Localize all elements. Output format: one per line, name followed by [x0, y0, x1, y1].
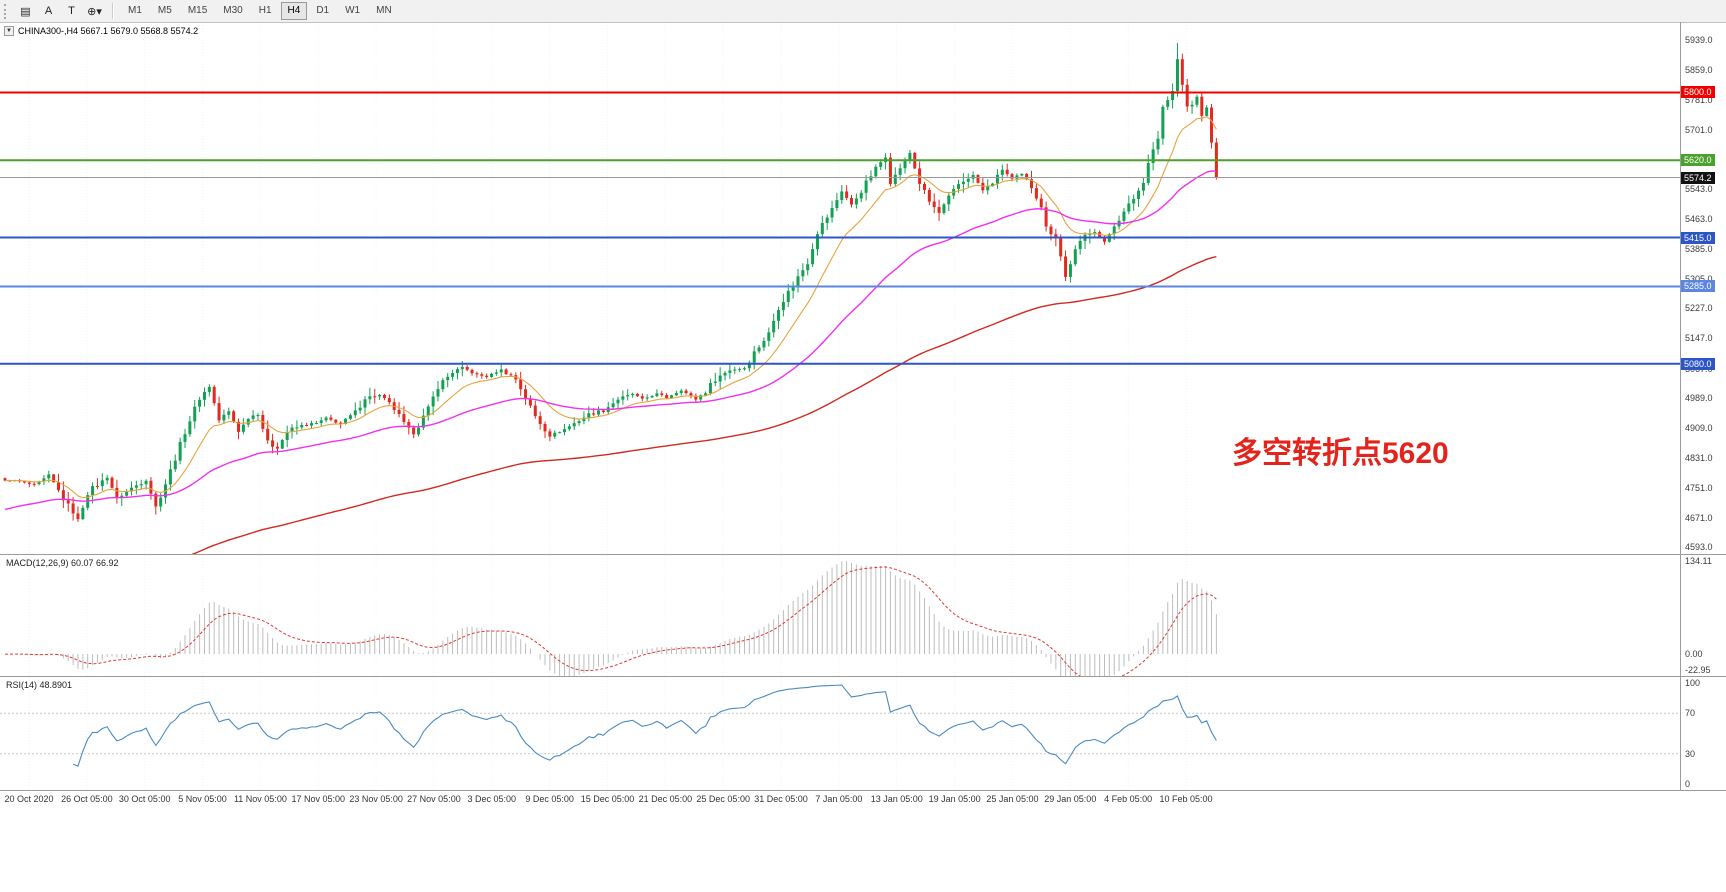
- timeframe-d1-button[interactable]: D1: [316, 5, 330, 16]
- symbol-header: ▼ CHINA300-,H4 5667.1 5679.0 5568.8 5574…: [4, 26, 198, 36]
- time-axis-label: 21 Dec 05:00: [638, 794, 693, 804]
- timeframe-m15-button[interactable]: M15: [187, 5, 208, 16]
- price-badge-5415.0: 5415.0: [1681, 231, 1715, 244]
- timeframe-h1-button[interactable]: H1: [258, 5, 272, 16]
- rsi-line: [72, 684, 1217, 767]
- time-axis-label: 19 Jan 05:00: [928, 794, 981, 804]
- price-axis-label: 5543.0: [1685, 184, 1713, 195]
- price-axis-label: 5781.0: [1685, 94, 1713, 105]
- macd-histogram: [9, 561, 1217, 676]
- price-axis-label: 5385.0: [1685, 243, 1713, 254]
- time-axis-label: 3 Dec 05:00: [467, 794, 517, 804]
- timeframe-buttons: M1 M5 M15 M30 H1 H4 D1 W1 MN: [120, 2, 400, 20]
- vertical-gridlines: [28, 555, 1187, 676]
- price-axis-label: 4831.0: [1685, 452, 1713, 463]
- panel-separator[interactable]: [0, 554, 1726, 555]
- time-axis-label: 7 Jan 05:00: [815, 794, 863, 804]
- timeframe-mn-button[interactable]: MN: [376, 5, 392, 16]
- timeframe-h4-button[interactable]: H4: [280, 2, 308, 20]
- candlesticks: [3, 43, 1218, 522]
- macd-axis-label: 0.00: [1685, 649, 1703, 660]
- toolbar-grip[interactable]: [4, 3, 10, 19]
- price-axis-label: 4989.0: [1685, 393, 1713, 404]
- macd-indicator-panel[interactable]: [0, 555, 1680, 676]
- main-price-chart[interactable]: [0, 22, 1680, 554]
- price-axis-label: 5939.0: [1685, 35, 1713, 46]
- rsi-axis-label: 0: [1685, 779, 1691, 789]
- price-badge-5285.0: 5285.0: [1681, 280, 1715, 293]
- toolbar: ▤ A T ⊕▾ M1 M5 M15 M30 H1 H4 D1 W1 MN: [0, 0, 1726, 23]
- timeframe-m30-button[interactable]: M30: [223, 5, 243, 16]
- time-axis-label: 31 Dec 05:00: [754, 794, 808, 804]
- price-badge-5080.0: 5080.0: [1681, 357, 1715, 370]
- time-axis-label: 10 Feb 05:00: [1159, 794, 1213, 804]
- time-axis-label: 26 Oct 05:00: [61, 794, 113, 804]
- rsi-axis-label: 70: [1685, 708, 1696, 719]
- time-axis-label: 9 Dec 05:00: [525, 794, 574, 804]
- ma-slow-line: [191, 256, 1217, 554]
- price-axis-label: 5859.0: [1685, 65, 1713, 76]
- symbol-dropdown-icon[interactable]: ▼: [4, 26, 14, 36]
- macd-label: MACD(12,26,9) 60.07 66.92: [6, 558, 119, 568]
- price-axis-label: 4593.0: [1685, 542, 1713, 553]
- label-tool-button[interactable]: T: [68, 5, 75, 17]
- timeframe-w1-button[interactable]: W1: [345, 5, 361, 16]
- ma-fast-line: [4, 115, 1217, 499]
- time-axis-label: 27 Nov 05:00: [407, 794, 461, 804]
- price-axis-label: 5463.0: [1685, 214, 1713, 225]
- price-badge-5620.0: 5620.0: [1681, 154, 1715, 167]
- ma-mid-line: [4, 170, 1217, 511]
- macd-axis-label: 134.11: [1685, 556, 1712, 566]
- price-axis-label: 4909.0: [1685, 423, 1713, 434]
- time-axis-label: 15 Dec 05:00: [580, 794, 635, 804]
- time-axis-label: 11 Nov 05:00: [233, 794, 287, 804]
- time-axis-label: 5 Nov 05:00: [178, 794, 227, 804]
- time-axis-label: 20 Oct 2020: [4, 794, 54, 804]
- chart-annotation: 多空转折点5620: [1232, 437, 1449, 470]
- indicators-grid-button[interactable]: ▤: [20, 5, 31, 18]
- macd-signal-line: [4, 566, 1217, 676]
- time-axis-label: 25 Jan 05:00: [986, 794, 1039, 804]
- price-axis-label: 5147.0: [1685, 333, 1713, 344]
- time-axis-label: 29 Jan 05:00: [1044, 794, 1097, 804]
- price-axis-label: 5305.0: [1685, 273, 1713, 284]
- time-axis-label: 23 Nov 05:00: [349, 794, 403, 804]
- panel-separator[interactable]: [0, 676, 1726, 677]
- vertical-gridlines: [28, 22, 1187, 554]
- panel-separator[interactable]: [0, 790, 1726, 791]
- rsi-axis-label: 30: [1685, 748, 1696, 759]
- rsi-indicator-panel[interactable]: [0, 677, 1680, 790]
- text-tool-button[interactable]: A: [44, 5, 53, 17]
- tool-buttons: ▤ A T ⊕▾: [14, 1, 106, 21]
- price-axis-label: 5227.0: [1685, 303, 1713, 314]
- price-badge-5574.2: 5574.2: [1681, 171, 1715, 184]
- rsi-label: RSI(14) 48.8901: [6, 680, 73, 690]
- price-axis-label: 5701.0: [1685, 124, 1713, 135]
- price-axis-separator: [1680, 22, 1681, 790]
- macd-axis-label: -22.95: [1685, 665, 1711, 675]
- symbol-ohlc-text: CHINA300-,H4 5667.1 5679.0 5568.8 5574.2: [17, 26, 199, 36]
- price-axis-label: 4671.0: [1685, 512, 1713, 523]
- timeframe-m5-button[interactable]: M5: [157, 5, 172, 16]
- toolbar-separator: [112, 3, 114, 19]
- cursor-tool-button[interactable]: ⊕▾: [87, 5, 102, 18]
- rsi-axis-label: 100: [1685, 678, 1701, 688]
- price-badge-5800.0: 5800.0: [1681, 86, 1715, 99]
- time-axis-label: 25 Dec 05:00: [696, 794, 750, 804]
- timeframe-m1-button[interactable]: M1: [128, 5, 142, 16]
- time-axis-label: 13 Jan 05:00: [870, 794, 923, 804]
- time-axis-label: 4 Feb 05:00: [1104, 794, 1153, 804]
- time-axis-label: 30 Oct 05:00: [118, 794, 171, 804]
- time-axis-label: 17 Nov 05:00: [291, 794, 346, 804]
- vertical-gridlines: [28, 677, 1187, 790]
- price-axis-label: 4751.0: [1685, 482, 1713, 493]
